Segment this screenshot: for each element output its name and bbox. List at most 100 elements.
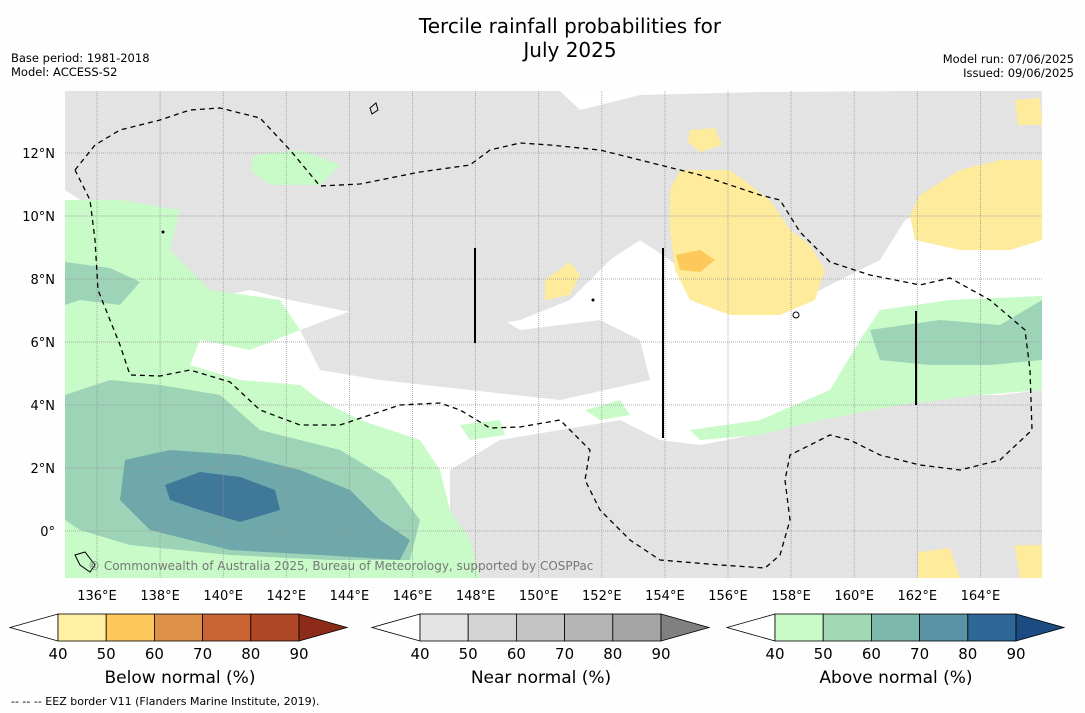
latitude-label: 0° — [40, 525, 55, 540]
colorbar-near: 40 50 60 70 80 90 — [370, 613, 711, 663]
eez-border-palau-fsm — [74, 107, 1033, 569]
longitude-label: 146°E — [393, 589, 433, 604]
colorbar-bin — [467, 613, 517, 642]
colorbar-tick-label: 60 — [862, 645, 881, 663]
below-normal-far-east — [910, 160, 1042, 250]
colorbar-tick-label: 70 — [193, 645, 212, 663]
copyright-credit: © Commonwealth of Australia 2025, Bureau… — [88, 559, 594, 573]
colorbar-bin — [153, 613, 203, 642]
graticule — [65, 91, 1042, 578]
colorbar-tick-label: 60 — [145, 645, 164, 663]
eez-footnote: -- -- -- EEZ border V11 (Flanders Marine… — [11, 695, 320, 708]
colorbar-tick-label: 50 — [814, 645, 833, 663]
latitude-label: 12°N — [22, 147, 55, 162]
colorbar-bin — [250, 613, 300, 642]
island-guam — [369, 102, 379, 115]
colorbar-max-arrow — [660, 613, 711, 642]
colorbar-tick-label: 80 — [603, 645, 622, 663]
legend-colorbars: 40 50 60 70 80 90 40 50 60 70 80 90 40 50 60 70 80 90 — [8, 613, 1066, 663]
below-normal-spot-3 — [545, 262, 580, 300]
below-normal-orange-spot — [676, 250, 715, 272]
below-normal-spot-5 — [1015, 545, 1042, 578]
colorbar-bin — [967, 613, 1017, 642]
model-run: Model run: 07/06/2025 — [942, 52, 1074, 66]
longitude-label: 144°E — [330, 589, 370, 604]
legend-title-below: Below normal (%) — [104, 668, 256, 688]
model-name: Model: ACCESS-S2 — [11, 65, 118, 79]
above-normal-teal-east — [870, 300, 1042, 365]
colorbar-tick-label: 50 — [459, 645, 478, 663]
colorbar-tick-label: 90 — [289, 645, 308, 663]
map-title: Tercile rainfall probabilities for July … — [0, 14, 1085, 62]
above-normal-teal-band — [65, 262, 140, 305]
colorbar-below: 40 50 60 70 80 90 — [8, 613, 349, 663]
island-dot-1 — [792, 311, 800, 319]
colorbar-tick-label: 80 — [241, 645, 260, 663]
longitude-label: 152°E — [582, 589, 622, 604]
eez-borders — [74, 107, 1033, 569]
colorbar-bin — [516, 613, 566, 642]
colorbar-tick-label: 40 — [48, 645, 67, 663]
issued-date: Issued: 09/06/2025 — [963, 66, 1074, 80]
colorbar-tick-label: 70 — [555, 645, 574, 663]
near-normal-area-central — [300, 300, 650, 400]
longitude-labels: 136°E 138°E 140°E 142°E 144°E 146°E 148°E 150°E… — [77, 589, 1000, 604]
run-info: Model run: 07/06/2025 Issued: 09/06/2025 — [943, 52, 1074, 80]
legend-title-above: Above normal (%) — [819, 668, 973, 688]
latitude-label: 10°N — [22, 210, 55, 225]
longitude-label: 140°E — [203, 589, 243, 604]
longitude-label: 136°E — [77, 589, 117, 604]
island-png-north — [74, 551, 96, 573]
latitude-label: 6°N — [31, 336, 56, 351]
longitude-label: 138°E — [140, 589, 180, 604]
below-normal-spot-4 — [918, 548, 960, 578]
title-line-1: Tercile rainfall probabilities for — [418, 14, 722, 38]
island-dot-3 — [161, 230, 165, 234]
longitude-label: 164°E — [961, 589, 1001, 604]
legend-title-near: Near normal (%) — [470, 668, 612, 688]
colorbar-tick-label: 40 — [410, 645, 429, 663]
latitude-label: 4°N — [31, 399, 56, 414]
colorbar-tick-label: 90 — [1006, 645, 1025, 663]
above-normal-north-west — [250, 150, 340, 185]
colorbar-bin — [612, 613, 662, 642]
colorbar-bin — [105, 613, 155, 642]
below-normal-east — [670, 170, 825, 315]
colorbar-tick-label: 70 — [910, 645, 929, 663]
colorbar-min-arrow — [370, 613, 421, 642]
longitude-label: 158°E — [771, 589, 811, 604]
above-normal-dark-blue — [165, 472, 280, 522]
longitude-label: 162°E — [898, 589, 938, 604]
title-line-2: July 2025 — [523, 38, 617, 62]
model-info: Base period: 1981-2018 Model: ACCESS-S2 — [11, 51, 150, 79]
probability-field — [65, 91, 1042, 578]
latitude-label: 8°N — [31, 273, 56, 288]
latitude-label: 2°N — [31, 462, 56, 477]
colorbar-bin — [57, 613, 107, 642]
below-normal-spot-2 — [1015, 98, 1042, 125]
above-normal-small-2 — [460, 420, 505, 440]
colorbar-bin — [202, 613, 252, 642]
colorbar-tick-label: 90 — [651, 645, 670, 663]
colorbar-bin — [564, 613, 614, 642]
below-normal-spot-1 — [688, 128, 722, 152]
longitude-label: 160°E — [834, 589, 874, 604]
longitude-label: 148°E — [456, 589, 496, 604]
above-normal-small-1 — [585, 400, 630, 420]
colorbar-bin — [871, 613, 921, 642]
latitude-labels: 12°N 10°N 8°N 6°N 4°N 2°N 0° — [22, 147, 55, 540]
colorbar-bin — [822, 613, 872, 642]
colorbar-max-arrow — [298, 613, 349, 642]
base-period: Base period: 1981-2018 — [11, 51, 150, 65]
colorbar-tick-label: 50 — [97, 645, 116, 663]
colorbar-min-arrow — [725, 613, 776, 642]
longitude-label: 154°E — [645, 589, 685, 604]
colorbar-bin — [919, 613, 969, 642]
colorbar-tick-label: 40 — [765, 645, 784, 663]
colorbar-tick-label: 60 — [507, 645, 526, 663]
longitude-label: 142°E — [267, 589, 307, 604]
longitude-label: 150°E — [519, 589, 559, 604]
colorbar-tick-label: 80 — [958, 645, 977, 663]
longitude-label: 156°E — [708, 589, 748, 604]
